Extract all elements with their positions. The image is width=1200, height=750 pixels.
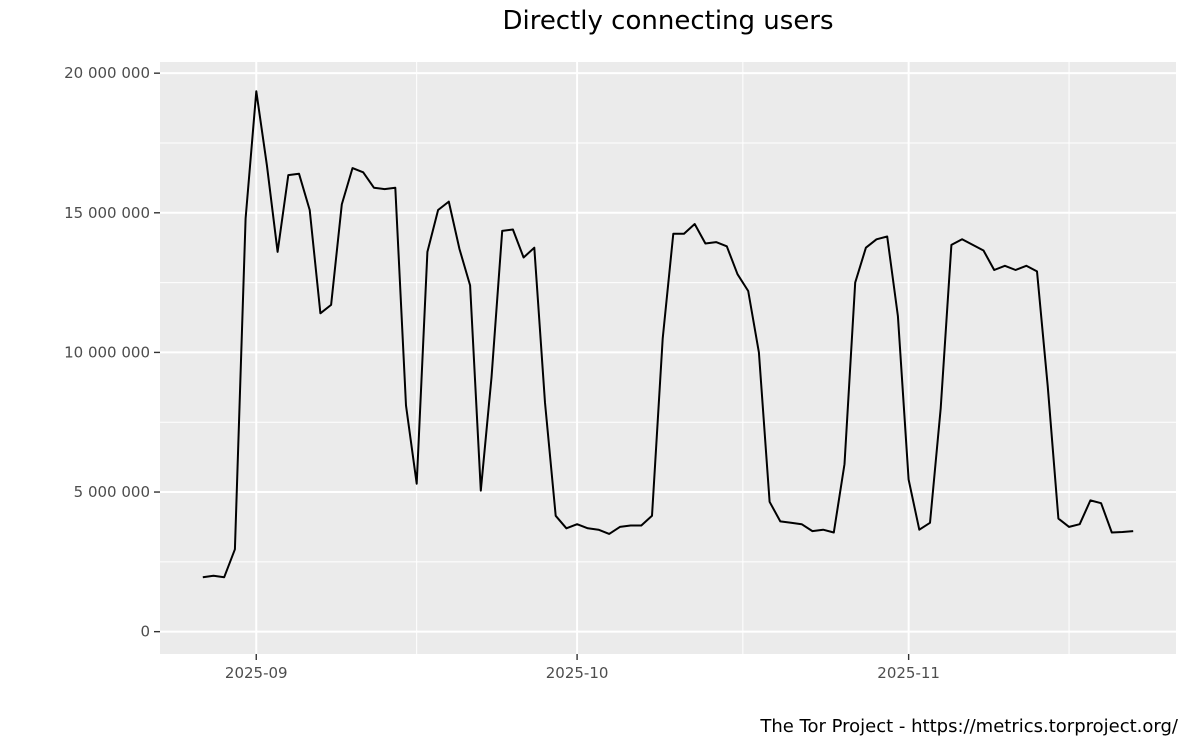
grid-major bbox=[160, 62, 1176, 654]
x-tick-label: 2025-10 bbox=[546, 664, 609, 682]
series-layer bbox=[202, 90, 1134, 579]
source-caption: The Tor Project - https://metrics.torpro… bbox=[760, 716, 1178, 737]
y-tick-label: 10 000 000 bbox=[64, 343, 150, 361]
y-tick-label: 5 000 000 bbox=[74, 483, 150, 501]
x-tick-label: 2025-09 bbox=[225, 664, 288, 682]
x-tick-label: 2025-11 bbox=[877, 664, 940, 682]
x-axis: 2025-09 2025-10 2025-11 bbox=[225, 654, 940, 682]
chart-title: Directly connecting users bbox=[502, 6, 834, 36]
y-tick-label: 0 bbox=[140, 623, 150, 641]
y-tick-label: 20 000 000 bbox=[64, 64, 150, 82]
series-line bbox=[202, 90, 1134, 579]
plot-panel bbox=[160, 62, 1176, 654]
y-axis: 0 5 000 000 10 000 000 15 000 000 20 000 000 bbox=[64, 64, 160, 641]
y-tick-label: 15 000 000 bbox=[64, 204, 150, 222]
